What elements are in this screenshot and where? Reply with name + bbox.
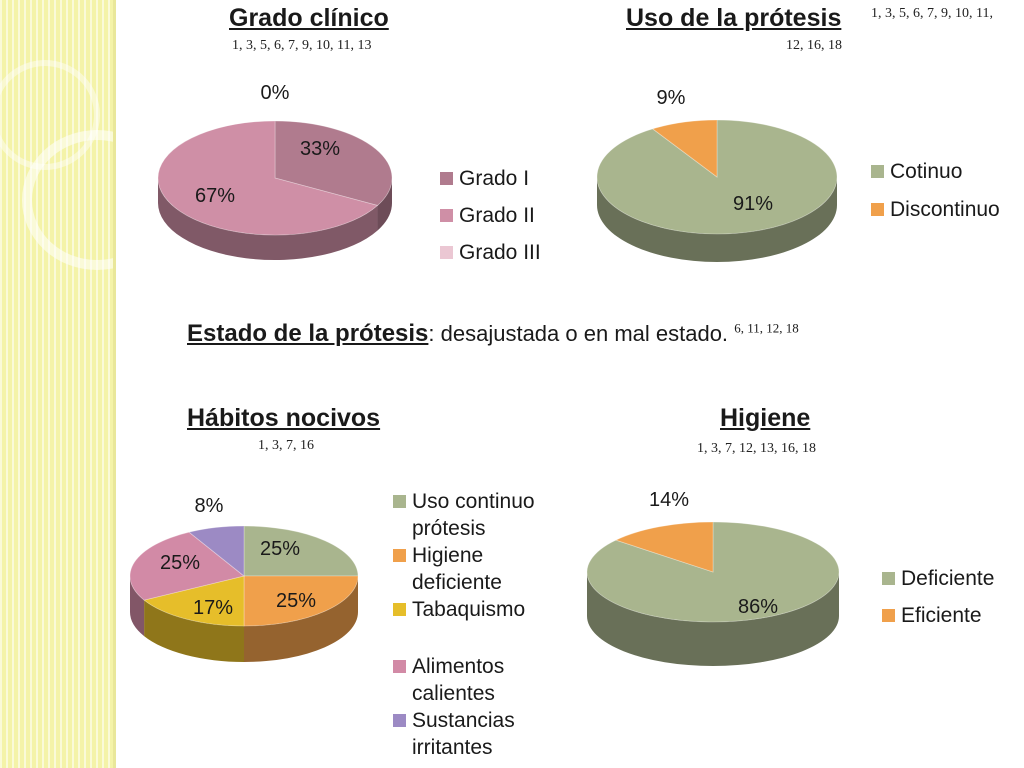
grado-value-label-0: 33% bbox=[300, 138, 340, 160]
habitos-legend: Uso continuo prótesis Higiene deficiente T… bbox=[393, 488, 568, 761]
legend-swatch bbox=[440, 209, 453, 222]
legend-swatch bbox=[440, 246, 453, 259]
uso-chart-refs: 1, 3, 5, 6, 7, 9, 10, 11, bbox=[871, 6, 993, 21]
habitos-slice-side-3 bbox=[130, 576, 145, 637]
legend-label: Higiene deficiente bbox=[412, 544, 502, 594]
habitos-slice-1 bbox=[243, 575, 359, 627]
legend-swatch bbox=[393, 495, 406, 508]
legend-label: Deficiente bbox=[901, 567, 995, 590]
legend-label: Grado III bbox=[459, 241, 541, 264]
legend-swatch bbox=[393, 714, 406, 727]
legend-label: Sustancias irritantes bbox=[412, 709, 515, 759]
legend-label: Alimentos calientes bbox=[412, 655, 505, 705]
higiene-chart-title: Higiene bbox=[720, 404, 811, 432]
legend-label: Cotinuo bbox=[890, 160, 963, 183]
grado-value-label-1: 67% bbox=[195, 185, 235, 207]
estado-refs: 6, 11, 12, 18 bbox=[734, 320, 799, 336]
legend-swatch bbox=[393, 660, 406, 673]
uso-legend-item: Cotinuo bbox=[871, 158, 1021, 185]
habitos-legend-item: Tabaquismo bbox=[393, 596, 568, 623]
legend-label: Discontinuo bbox=[890, 198, 1000, 221]
habitos-value-label-3: 25% bbox=[160, 552, 200, 574]
grado-value-label-2: 0% bbox=[261, 82, 290, 104]
habitos-legend-item: Higiene deficiente bbox=[393, 542, 568, 596]
legend-label: Eficiente bbox=[901, 604, 982, 627]
estado-protesis-line: Estado de la prótesis: desajustada o en … bbox=[187, 320, 799, 348]
decorative-ring bbox=[22, 130, 115, 270]
grado-legend-item: Grado III bbox=[440, 239, 600, 266]
estado-label: Estado de la prótesis bbox=[187, 320, 429, 347]
legend-label: Grado I bbox=[459, 167, 530, 190]
habitos-slice-3 bbox=[129, 531, 245, 601]
habitos-slice-side-2 bbox=[144, 600, 244, 662]
habitos-chart-title: Hábitos nocivos bbox=[187, 404, 381, 432]
grado-slice-0 bbox=[274, 120, 393, 206]
uso-value-label-1: 9% bbox=[657, 87, 686, 109]
legend-swatch bbox=[871, 165, 884, 178]
habitos-slice-side-1 bbox=[244, 576, 358, 662]
legend-label: Tabaquismo bbox=[412, 598, 526, 621]
grado-slice-side-1 bbox=[158, 178, 378, 261]
higiene-chart-refs: 1, 3, 7, 12, 13, 16, 18 bbox=[697, 441, 816, 456]
habitos-value-label-4: 8% bbox=[195, 495, 224, 517]
grado-legend-item: Grado II bbox=[440, 202, 600, 229]
habitos-pie: 25% 25% 17% 25% 8% bbox=[129, 495, 359, 662]
legend-swatch bbox=[393, 549, 406, 562]
grado-pie: 33% 67% 0% bbox=[157, 82, 393, 261]
higiene-value-label-1: 14% bbox=[649, 489, 689, 511]
habitos-value-label-2: 17% bbox=[193, 597, 233, 619]
legend-label: Uso continuo prótesis bbox=[412, 490, 535, 540]
grado-slice-1 bbox=[157, 120, 379, 236]
uso-slice-side-0 bbox=[597, 177, 837, 262]
legend-swatch bbox=[882, 609, 895, 622]
uso-slice-1 bbox=[651, 119, 718, 178]
higiene-value-label-0: 86% bbox=[738, 596, 778, 618]
habitos-slice-2 bbox=[143, 575, 245, 627]
habitos-slice-4 bbox=[188, 525, 245, 577]
grado-legend-item: Grado I bbox=[440, 165, 600, 192]
uso-legend: Cotinuo Discontinuo bbox=[871, 158, 1021, 223]
habitos-value-label-1: 25% bbox=[276, 590, 316, 612]
higiene-legend-item: Eficiente bbox=[882, 602, 1022, 629]
estado-text: : desajustada o en mal estado. bbox=[428, 321, 729, 346]
grado-chart-title: Grado clínico bbox=[229, 4, 389, 32]
uso-value-label-0: 91% bbox=[733, 193, 773, 215]
legend-swatch bbox=[440, 172, 453, 185]
higiene-slice-1 bbox=[614, 521, 714, 573]
habitos-legend-item: Sustancias irritantes bbox=[393, 707, 568, 761]
uso-pie: 91% 9% bbox=[596, 87, 838, 262]
habitos-slice-0 bbox=[243, 525, 359, 577]
habitos-legend-item: Uso continuo prótesis bbox=[393, 488, 568, 542]
legend-swatch bbox=[882, 572, 895, 585]
uso-slice-0 bbox=[596, 119, 838, 235]
grado-slice-side-0 bbox=[377, 178, 392, 231]
sidebar-edge bbox=[113, 0, 116, 768]
uso-chart-refs-2: 12, 16, 18 bbox=[786, 38, 842, 53]
habitos-legend-item: Alimentos calientes bbox=[393, 653, 568, 707]
higiene-slice-side-0 bbox=[587, 572, 839, 666]
grado-chart-refs: 1, 3, 5, 6, 7, 9, 10, 11, 13 bbox=[232, 38, 372, 53]
uso-legend-item: Discontinuo bbox=[871, 196, 1021, 223]
higiene-slice-0 bbox=[586, 521, 840, 623]
legend-label: Grado II bbox=[459, 204, 535, 227]
legend-swatch bbox=[871, 203, 884, 216]
higiene-legend: Deficiente Eficiente bbox=[882, 565, 1022, 629]
decorative-sidebar bbox=[0, 0, 115, 768]
habitos-value-label-0: 25% bbox=[260, 538, 300, 560]
grado-legend: Grado I Grado II Grado III bbox=[440, 165, 600, 276]
higiene-legend-item: Deficiente bbox=[882, 565, 1022, 592]
habitos-chart-refs: 1, 3, 7, 16 bbox=[258, 438, 314, 453]
legend-swatch bbox=[393, 603, 406, 616]
uso-chart-title: Uso de la prótesis bbox=[626, 4, 842, 32]
higiene-pie: 86% 14% bbox=[586, 489, 840, 666]
